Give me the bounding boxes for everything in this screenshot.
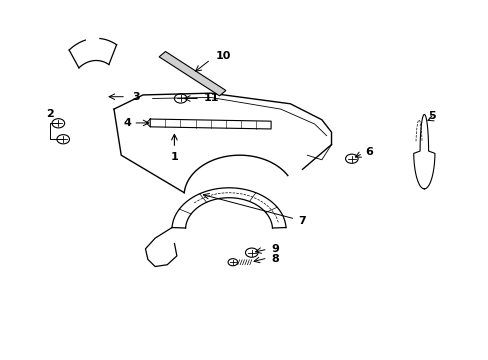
Text: 10: 10	[215, 51, 230, 61]
Text: 3: 3	[132, 92, 140, 102]
Text: 7: 7	[298, 216, 306, 226]
Text: 5: 5	[427, 111, 435, 121]
Text: 11: 11	[203, 94, 219, 103]
Text: 9: 9	[270, 244, 278, 254]
Text: 8: 8	[270, 254, 278, 264]
Text: 1: 1	[170, 152, 178, 162]
Text: 6: 6	[365, 147, 372, 157]
Polygon shape	[159, 51, 225, 96]
Text: 2: 2	[46, 109, 54, 120]
Text: 4: 4	[123, 118, 131, 128]
